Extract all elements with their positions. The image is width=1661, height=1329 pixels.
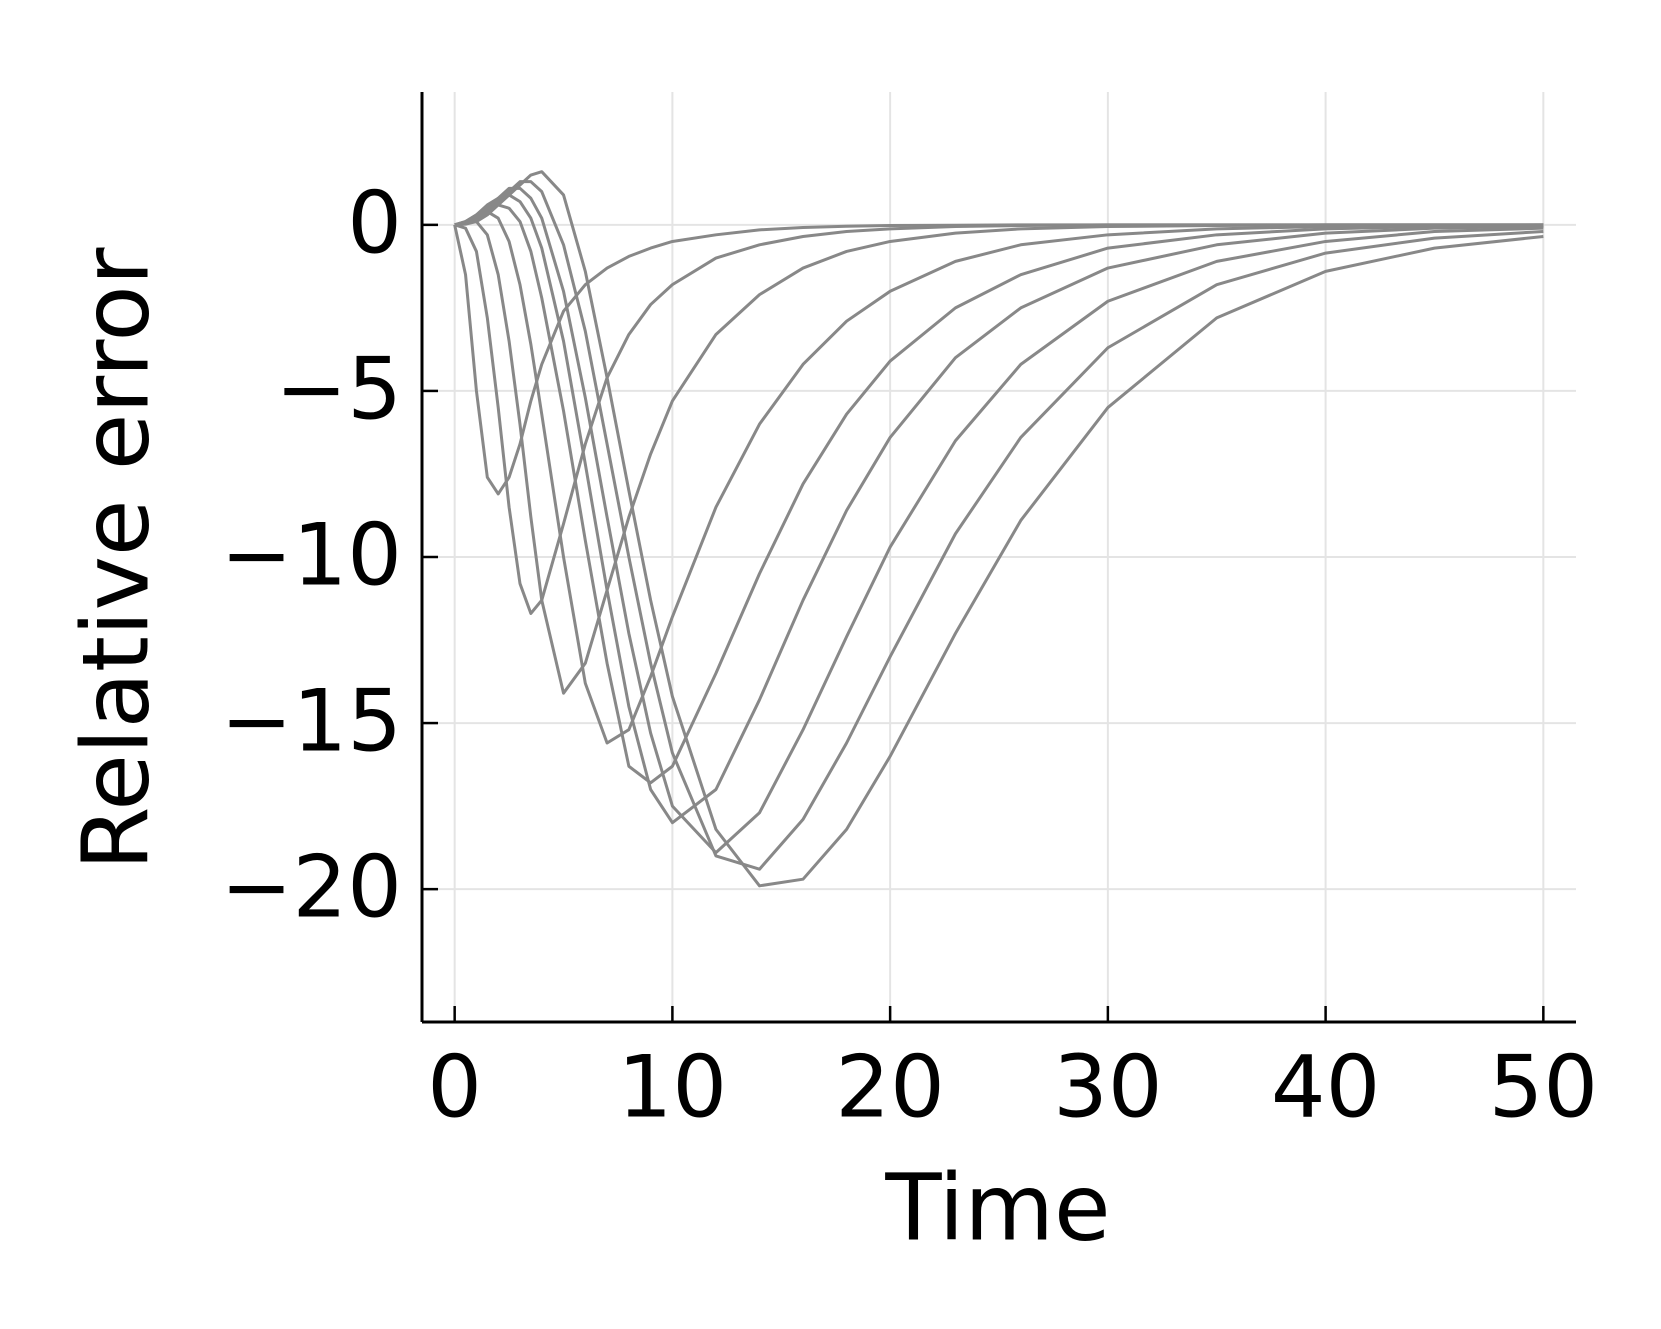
x-tick-label: 30 [1053,1037,1162,1137]
series-line [454,170,1544,888]
x-tick-label: 40 [1271,1037,1380,1137]
y-tick-label: 0 [347,173,402,273]
y-tick-label: −15 [221,671,403,771]
y-tick-label: −20 [221,838,403,938]
series-line [454,203,1544,785]
series-line [454,220,1544,695]
series-line [454,193,1544,825]
series-line [454,186,1544,855]
series-line [454,223,1544,615]
y-axis-label: Relative error [62,247,169,870]
x-tick-label: 0 [427,1037,482,1137]
y-tick-label: −5 [275,339,402,439]
x-tick-label: 10 [618,1037,727,1137]
series-line [454,210,1544,745]
series-line [454,180,1544,871]
x-tick-label: 50 [1489,1037,1598,1137]
x-axis-label: Time [884,1154,1110,1261]
y-tick-label: −10 [221,505,403,605]
x-tick-label: 20 [835,1037,944,1137]
